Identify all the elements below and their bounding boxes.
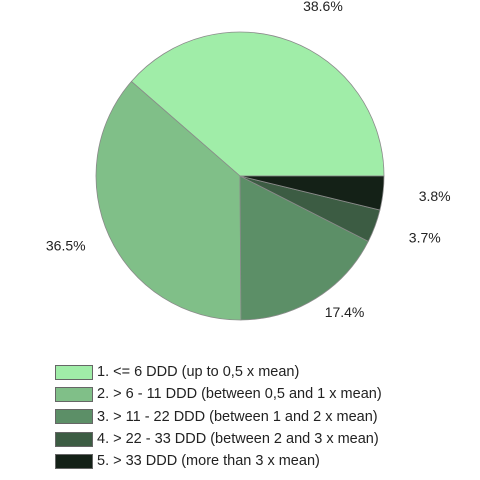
pie-slices <box>95 31 385 321</box>
legend-label-3: 3. > 11 - 22 DDD (between 1 and 2 x mean… <box>97 408 378 425</box>
pie-value-label-3: 17.4% <box>325 304 365 320</box>
legend-item-4: 4. > 22 - 33 DDD (between 2 and 3 x mean… <box>55 428 382 450</box>
chart-legend: 1. <= 6 DDD (up to 0,5 x mean) 2. > 6 - 1… <box>55 361 382 472</box>
legend-item-3: 3. > 11 - 22 DDD (between 1 and 2 x mean… <box>55 406 382 428</box>
pie-value-label-4: 3.7% <box>409 229 441 245</box>
legend-item-2: 2. > 6 - 11 DDD (between 0,5 and 1 x mea… <box>55 383 382 405</box>
pie-value-label-1: 38.6% <box>303 0 343 14</box>
legend-swatch-1 <box>55 364 93 380</box>
legend-item-1: 1. <= 6 DDD (up to 0,5 x mean) <box>55 361 382 383</box>
pie-value-label-5: 3.8% <box>419 188 451 204</box>
pie-value-labels: 38.6% 36.5% 17.4% 3.7% 3.8% <box>46 0 451 320</box>
pie-slice-1 <box>130 31 385 177</box>
pie-slice-5 <box>239 175 385 211</box>
pie-chart: 38.6% 36.5% 17.4% 3.7% 3.8% <box>46 0 451 321</box>
legend-swatch-4 <box>55 431 93 447</box>
legend-label-5: 5. > 33 DDD (more than 3 x mean) <box>97 453 320 470</box>
pie-slice-2 <box>95 80 242 321</box>
legend-label-2: 2. > 6 - 11 DDD (between 0,5 and 1 x mea… <box>97 386 382 403</box>
legend-swatch-2 <box>55 386 93 402</box>
pie-value-label-2: 36.5% <box>46 238 86 254</box>
legend-swatch-3 <box>55 409 93 425</box>
legend-label-4: 4. > 22 - 33 DDD (between 2 and 3 x mean… <box>97 431 379 448</box>
legend-swatch-5 <box>55 453 93 469</box>
legend-label-1: 1. <= 6 DDD (up to 0,5 x mean) <box>97 364 300 381</box>
pie-slice-3 <box>239 175 369 321</box>
legend-item-5: 5. > 33 DDD (more than 3 x mean) <box>55 450 382 472</box>
